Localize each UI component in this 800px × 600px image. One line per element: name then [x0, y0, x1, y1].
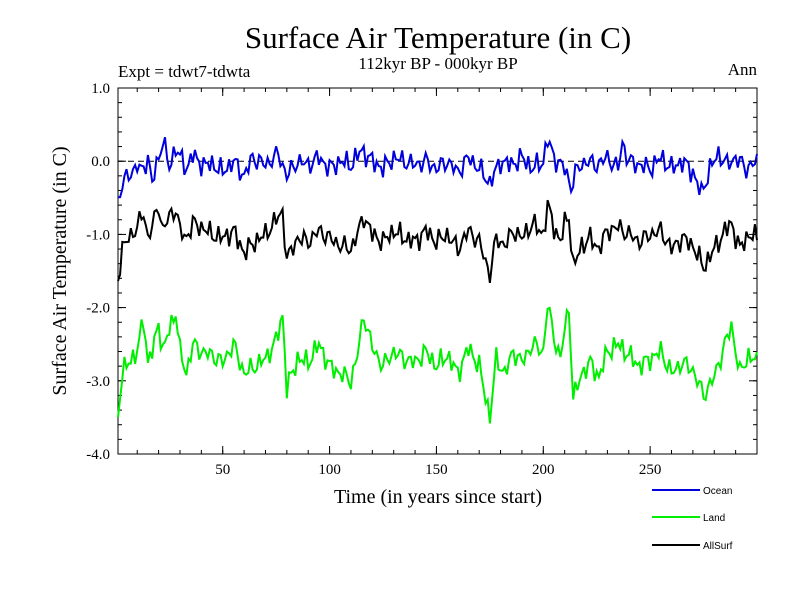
y-tick-label: 0.0 — [91, 154, 110, 170]
y-axis-ticks: -4.0 -3.0 -2.0 -1.0 0.0 1.0 — [86, 81, 757, 463]
y-tick-label: -1.0 — [86, 227, 110, 243]
x-tick-label: 50 — [215, 462, 230, 478]
chart-title: Surface Air Temperature (in C) — [245, 20, 631, 55]
legend-label-ocean: Ocean — [703, 486, 732, 497]
series-line-land — [117, 306, 758, 424]
season-label: Ann — [728, 60, 758, 79]
x-tick-label: 150 — [425, 462, 448, 478]
legend: Ocean Land AllSurf — [652, 486, 733, 552]
y-tick-label: -3.0 — [86, 374, 110, 390]
x-tick-label: 100 — [318, 462, 341, 478]
y-tick-label: -2.0 — [86, 301, 110, 317]
x-axis-label: Time (in years since start) — [334, 486, 542, 508]
series-line-ocean — [117, 136, 758, 199]
y-axis-label: Surface Air Temperature (in C) — [49, 146, 71, 395]
series-group — [117, 136, 758, 424]
x-axis-ticks: 50 100 150 200 250 — [136, 88, 758, 478]
x-tick-label: 250 — [639, 462, 662, 478]
experiment-label: Expt = tdwt7-tdwta — [118, 62, 251, 81]
y-tick-label: -4.0 — [86, 447, 110, 463]
legend-label-allsurf: AllSurf — [703, 541, 733, 552]
plot-frame — [117, 87, 758, 455]
series-line-allsurf — [117, 199, 758, 284]
x-tick-label: 200 — [532, 462, 555, 478]
legend-label-land: Land — [703, 513, 725, 524]
chart-subtitle: 112kyr BP - 000kyr BP — [358, 54, 517, 73]
y-tick-label: 1.0 — [91, 81, 110, 97]
